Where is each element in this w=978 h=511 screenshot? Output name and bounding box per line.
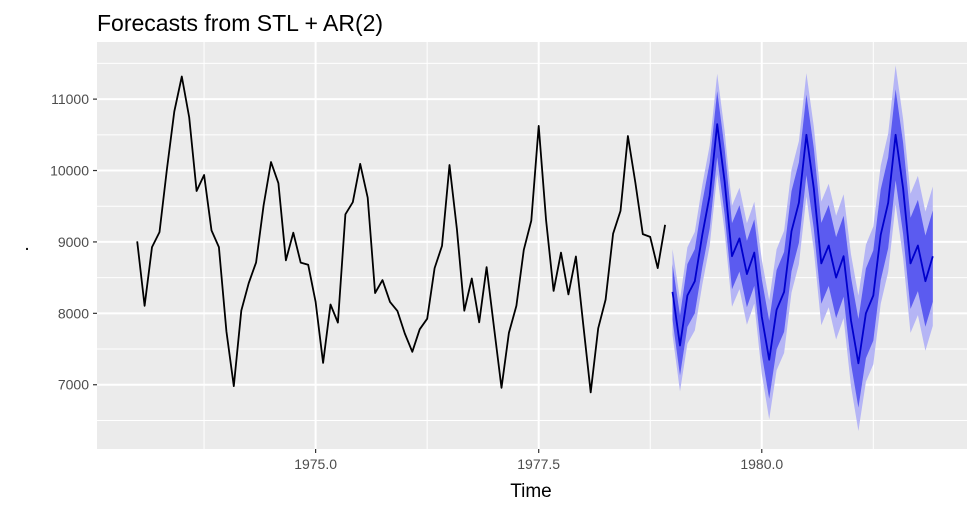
x-axis: 1975.0 1977.5 1980.0 (294, 449, 783, 472)
grid-major (97, 42, 967, 449)
y-tick-label: 7000 (58, 377, 89, 393)
x-tick-label: 1977.5 (517, 456, 560, 472)
band-80 (672, 89, 933, 408)
y-axis-title: . (24, 234, 29, 255)
y-axis: 7000 8000 9000 10000 11000 (50, 91, 97, 393)
y-tick-label: 9000 (58, 234, 89, 250)
forecast-band-80 (672, 89, 933, 408)
y-tick-label: 11000 (51, 91, 89, 107)
y-tick-label: 8000 (58, 305, 89, 321)
history-line (136, 75, 666, 394)
x-tick-label: 1975.0 (294, 456, 337, 472)
x-axis-title: Time (510, 481, 552, 502)
series-lines (136, 75, 934, 394)
x-tick-label: 1980.0 (740, 456, 783, 472)
chart-title: Forecasts from STL + AR(2) (97, 10, 383, 36)
y-tick-label: 10000 (50, 163, 89, 179)
forecast-line (671, 123, 934, 365)
